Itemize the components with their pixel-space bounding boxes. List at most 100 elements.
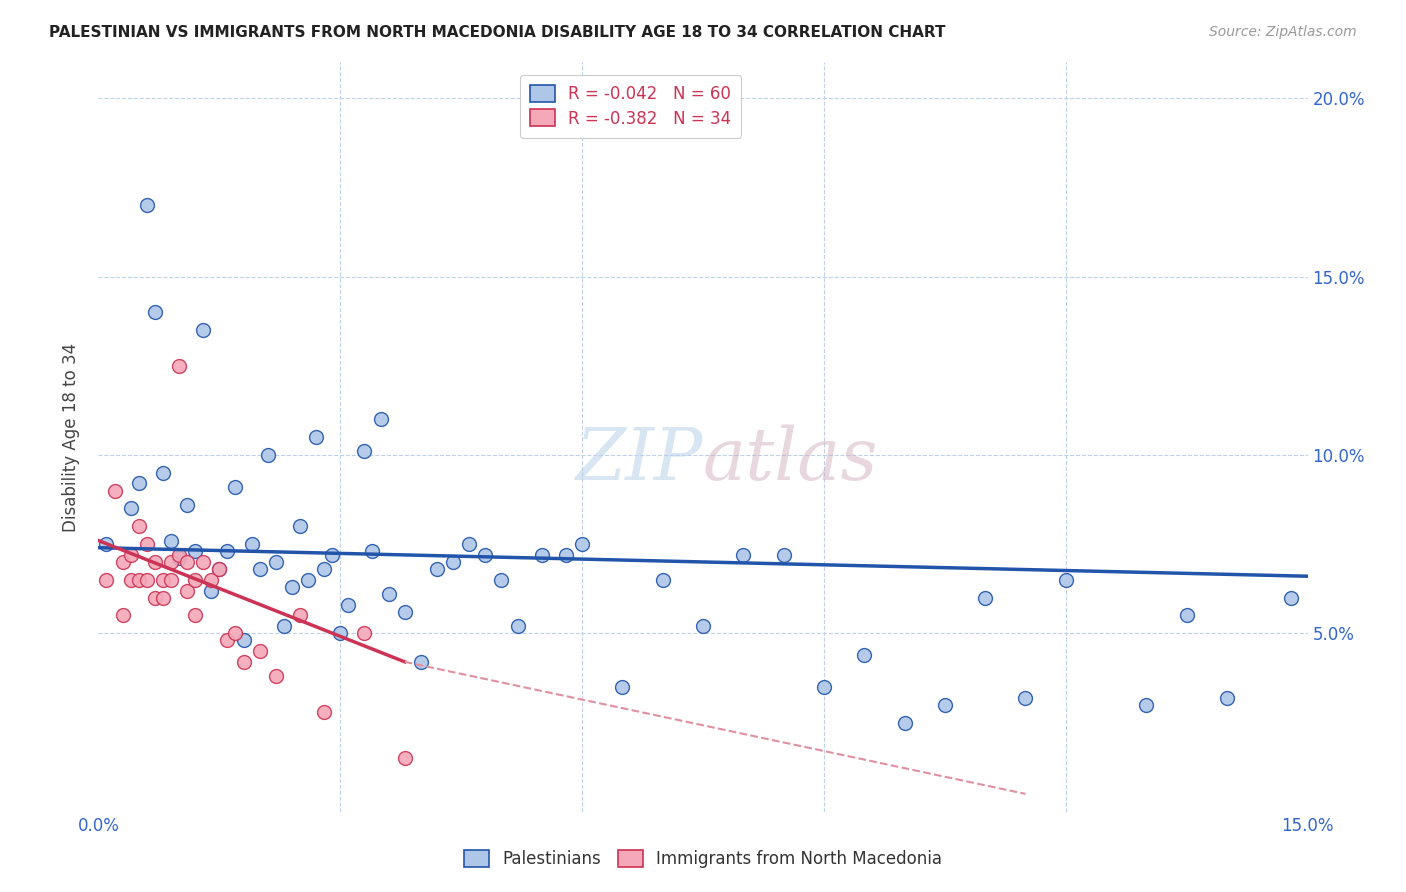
Point [160, 573, 183, 587]
Point [184, 544, 207, 558]
Point [337, 598, 360, 612]
Point [184, 573, 207, 587]
Point [288, 608, 311, 623]
Point [176, 498, 198, 512]
Legend: Palestinians, Immigrants from North Macedonia: Palestinians, Immigrants from North Mace… [457, 843, 949, 875]
Text: atlas: atlas [703, 425, 879, 495]
Point [135, 573, 157, 587]
Point [273, 619, 295, 633]
Point [128, 519, 150, 533]
Point [249, 644, 271, 658]
Point [426, 562, 449, 576]
Point [813, 680, 835, 694]
Point [143, 305, 166, 319]
Point [128, 573, 150, 587]
Point [240, 537, 263, 551]
Point [394, 605, 416, 619]
Point [167, 551, 190, 566]
Point [506, 619, 529, 633]
Point [1281, 591, 1303, 605]
Point [160, 555, 183, 569]
Point [120, 573, 142, 587]
Point [409, 655, 432, 669]
Point [184, 608, 207, 623]
Point [264, 669, 287, 683]
Point [135, 537, 157, 551]
Point [934, 698, 956, 712]
Point [491, 573, 513, 587]
Point [143, 591, 166, 605]
Point [1014, 690, 1036, 705]
Point [96, 573, 118, 587]
Point [208, 562, 231, 576]
Point [733, 548, 755, 562]
Point [193, 555, 215, 569]
Point [160, 533, 183, 548]
Point [555, 548, 578, 562]
Point [314, 562, 336, 576]
Point [314, 705, 336, 719]
Point [321, 548, 343, 562]
Point [297, 573, 319, 587]
Point [224, 480, 246, 494]
Point [200, 583, 222, 598]
Point [394, 751, 416, 765]
Point [128, 476, 150, 491]
Point [152, 466, 174, 480]
Point [281, 580, 304, 594]
Point [772, 548, 794, 562]
Point [224, 626, 246, 640]
Point [264, 555, 287, 569]
Point [143, 555, 166, 569]
Point [111, 555, 134, 569]
Point [530, 548, 553, 562]
Point [135, 198, 157, 212]
Point [120, 501, 142, 516]
Point [1175, 608, 1198, 623]
Point [651, 573, 673, 587]
Text: ZIP: ZIP [575, 425, 703, 495]
Point [167, 548, 190, 562]
Point [377, 587, 399, 601]
Text: PALESTINIAN VS IMMIGRANTS FROM NORTH MACEDONIA DISABILITY AGE 18 TO 34 CORRELATI: PALESTINIAN VS IMMIGRANTS FROM NORTH MAC… [49, 25, 946, 40]
Point [353, 626, 375, 640]
Point [458, 537, 481, 551]
Point [217, 544, 239, 558]
Point [96, 537, 118, 551]
Point [120, 548, 142, 562]
Point [200, 573, 222, 587]
Point [361, 544, 384, 558]
Point [441, 555, 464, 569]
Point [232, 655, 254, 669]
Point [1054, 573, 1077, 587]
Point [249, 562, 271, 576]
Point [474, 548, 496, 562]
Point [103, 483, 125, 498]
Point [329, 626, 352, 640]
Point [217, 633, 239, 648]
Point [612, 680, 634, 694]
Point [1135, 698, 1157, 712]
Point [353, 444, 375, 458]
Point [111, 608, 134, 623]
Point [167, 359, 190, 373]
Y-axis label: Disability Age 18 to 34: Disability Age 18 to 34 [62, 343, 80, 532]
Text: Source: ZipAtlas.com: Source: ZipAtlas.com [1209, 25, 1357, 39]
Point [571, 537, 593, 551]
Point [152, 591, 174, 605]
Point [853, 648, 876, 662]
Point [370, 412, 392, 426]
Point [692, 619, 714, 633]
Point [176, 555, 198, 569]
Point [176, 583, 198, 598]
Point [288, 519, 311, 533]
Point [305, 430, 328, 444]
Point [152, 573, 174, 587]
Point [193, 323, 215, 337]
Legend: R = -0.042   N = 60, R = -0.382   N = 34: R = -0.042 N = 60, R = -0.382 N = 34 [520, 75, 741, 137]
Point [232, 633, 254, 648]
Point [974, 591, 997, 605]
Point [208, 562, 231, 576]
Point [1216, 690, 1239, 705]
Point [893, 715, 915, 730]
